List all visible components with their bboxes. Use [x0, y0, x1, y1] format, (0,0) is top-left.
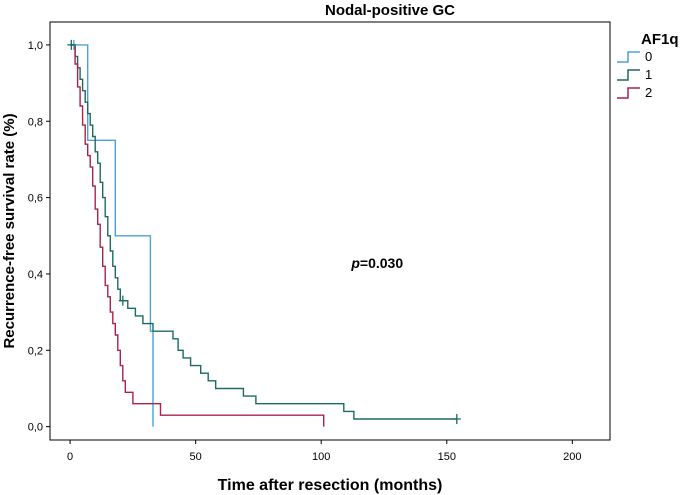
- p-value-text: =0.030: [360, 255, 403, 271]
- x-tick-label: 50: [190, 451, 202, 463]
- y-tick-label: 0,2: [28, 345, 43, 357]
- series-line-2: [70, 44, 325, 427]
- x-axis: 0 50 100 150 200: [67, 440, 582, 463]
- x-tick-label: 150: [438, 451, 456, 463]
- x-tick-label: 200: [563, 451, 581, 463]
- x-tick-label: 100: [312, 451, 330, 463]
- legend-label-2: 2: [645, 85, 652, 100]
- legend-swatch-1: [617, 69, 640, 81]
- legend-title: AF1q: [641, 31, 679, 48]
- series-layer: [70, 44, 457, 427]
- series-line-0: [70, 44, 154, 427]
- y-tick-label: 0,0: [28, 422, 43, 434]
- p-value-annotation: p=0.030: [350, 255, 403, 271]
- censor-mark-1: [118, 295, 127, 306]
- censor-mark-1: [67, 39, 76, 50]
- y-tick-label: 1,0: [28, 40, 43, 52]
- censor-layer: [67, 39, 461, 425]
- legend-swatch-2: [617, 87, 640, 99]
- y-axis: 0,0 0,2 0,4 0,6 0,8 1,0: [28, 40, 50, 434]
- y-tick-label: 0,6: [28, 193, 43, 205]
- legend-label-1: 1: [645, 67, 652, 82]
- y-axis-title: Recurrence-free survival rate (%): [1, 113, 18, 348]
- series-line-1: [70, 44, 457, 420]
- p-value-symbol: p: [350, 255, 360, 271]
- y-tick-label: 0,8: [28, 116, 43, 128]
- legend-swatch-0: [617, 51, 640, 63]
- legend: AF1q 0 1 2: [617, 31, 679, 100]
- x-axis-title: Time after resection (months): [218, 477, 443, 494]
- plot-area-frame: [49, 21, 611, 441]
- legend-label-0: 0: [645, 49, 652, 64]
- y-tick-label: 0,4: [28, 269, 43, 281]
- censor-mark-1: [452, 414, 461, 425]
- chart-title: Nodal-positive GC: [325, 2, 455, 19]
- x-tick-label: 0: [67, 451, 73, 463]
